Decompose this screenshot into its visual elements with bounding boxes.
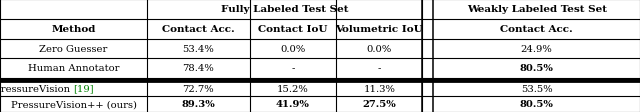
Text: 53.4%: 53.4% — [182, 45, 214, 54]
Text: Volumetric IoU: Volumetric IoU — [335, 25, 423, 34]
Text: -: - — [378, 64, 381, 73]
Text: Human Annotator: Human Annotator — [28, 64, 119, 73]
Text: 72.7%: 72.7% — [182, 84, 214, 93]
Text: Contact IoU: Contact IoU — [258, 25, 328, 34]
Text: 53.5%: 53.5% — [521, 84, 552, 93]
Text: 24.9%: 24.9% — [521, 45, 552, 54]
Text: 15.2%: 15.2% — [277, 84, 308, 93]
Text: 41.9%: 41.9% — [276, 99, 310, 108]
Text: 0.0%: 0.0% — [367, 45, 392, 54]
Text: 80.5%: 80.5% — [520, 99, 554, 108]
Text: 11.3%: 11.3% — [364, 84, 395, 93]
Text: Contact Acc.: Contact Acc. — [500, 25, 573, 34]
Text: 27.5%: 27.5% — [362, 99, 396, 108]
Text: 0.0%: 0.0% — [280, 45, 305, 54]
Text: 78.4%: 78.4% — [182, 64, 214, 73]
Text: 80.5%: 80.5% — [520, 64, 554, 73]
Text: -: - — [291, 64, 294, 73]
Text: Weakly Labeled Test Set: Weakly Labeled Test Set — [467, 5, 607, 14]
Text: 89.3%: 89.3% — [182, 99, 215, 108]
Text: PressureVision++ (ours): PressureVision++ (ours) — [11, 99, 136, 108]
Text: [19]: [19] — [74, 84, 94, 93]
Text: Method: Method — [51, 25, 96, 34]
Text: Zero Guesser: Zero Guesser — [40, 45, 108, 54]
Text: PressureVision: PressureVision — [0, 84, 74, 93]
Text: Fully Labeled Test Set: Fully Labeled Test Set — [221, 5, 349, 14]
Text: Contact Acc.: Contact Acc. — [162, 25, 235, 34]
